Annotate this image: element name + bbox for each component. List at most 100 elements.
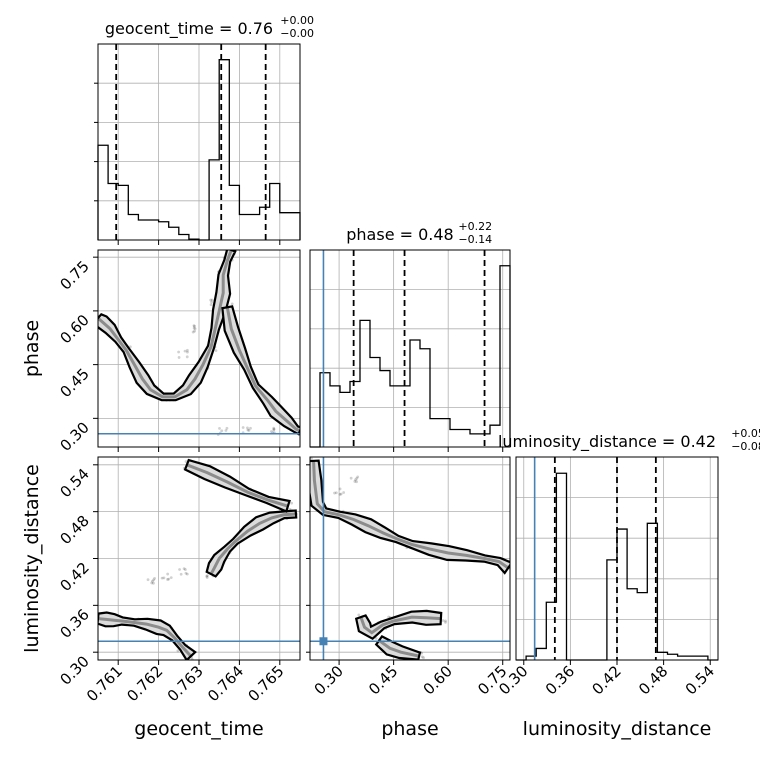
sample-dot (166, 578, 169, 581)
sample-dot (290, 501, 294, 505)
contour-line (183, 458, 291, 513)
sample-dot (146, 578, 150, 582)
sample-dot (224, 429, 228, 432)
sample-dot (249, 426, 252, 430)
sample-dot (226, 246, 229, 249)
contour-fill-inner (209, 512, 297, 575)
sample-dot (184, 571, 188, 575)
sample-dot (420, 655, 424, 659)
sample-dot (183, 568, 187, 571)
contour-fill-inner (359, 615, 441, 635)
tick-label-x-geocent_time: 0.765 (245, 662, 288, 705)
sample-dot (94, 615, 97, 618)
title-main: geocent_time = 0.76 (105, 19, 273, 39)
sample-dot (94, 314, 97, 317)
sample-dot (178, 568, 181, 571)
sample-dot (183, 349, 187, 353)
sample-dot (353, 480, 357, 483)
sample-dot (182, 567, 186, 571)
tick-label-x-luminosity_distance: 0.54 (682, 662, 718, 698)
sample-dot (92, 320, 95, 323)
tick-label-y-luminosity_distance: 0.36 (56, 605, 92, 641)
tick-label-x-luminosity_distance: 0.42 (588, 662, 624, 698)
contour-fill-inner (225, 307, 300, 433)
sample-dot (205, 576, 209, 579)
sample-dot (153, 576, 156, 580)
tick-label-y-luminosity_distance: 0.48 (56, 512, 92, 548)
sample-dot (210, 298, 214, 302)
axis-label-y-phase: phase (21, 320, 43, 377)
sample-dot (160, 576, 164, 580)
sample-dot (355, 480, 358, 484)
axis-label-y-luminosity_distance: luminosity_distance (21, 464, 43, 653)
grid-geocent_time-diag (98, 44, 300, 240)
sample-dot (150, 581, 154, 585)
title-plus-phase: +0.22 (458, 220, 492, 233)
sample-dot (206, 574, 209, 578)
tick-label-x-luminosity_distance: 0.48 (635, 662, 671, 698)
contour-line (98, 250, 237, 402)
sample-dot (185, 572, 189, 576)
sample-dot (218, 426, 221, 430)
title-main: luminosity_distance = 0.42 (498, 432, 716, 452)
axis-label-x-phase: phase (381, 718, 438, 740)
grid-phase-diag (310, 250, 510, 447)
sample-dot (210, 300, 213, 304)
sample-dot (193, 329, 196, 333)
tick-label-y-luminosity_distance: 0.42 (56, 559, 92, 595)
sample-dot (303, 426, 306, 429)
sample-dot (338, 492, 342, 496)
panel-title-luminosity_distance: luminosity_distance = 0.42 (498, 432, 716, 452)
sample-dot (92, 621, 95, 624)
sample-dot (205, 574, 209, 578)
contour-line (221, 305, 300, 436)
histogram-step-phase (310, 265, 511, 448)
title-main: phase = 0.48 (346, 225, 453, 244)
contour-line (374, 634, 422, 660)
sample-dot (339, 492, 343, 496)
tick-label-y-phase: 0.75 (56, 257, 92, 293)
sample-dot (230, 246, 233, 249)
tick-label-x-luminosity_distance: 0.36 (542, 662, 578, 698)
sample-dot (241, 426, 245, 429)
hist-panel-luminosity_distance (516, 457, 718, 661)
sample-dot (272, 426, 276, 430)
hist-panel-phase (310, 250, 511, 448)
sample-dot (302, 431, 305, 434)
contour-fill-inner (186, 463, 289, 508)
sample-dot (342, 491, 346, 494)
sample-dot (225, 426, 229, 430)
sample-dot (152, 581, 155, 585)
sample-dot (152, 578, 156, 582)
sample-dot (185, 348, 189, 352)
sample-dot (209, 303, 213, 307)
panel-title-geocent_time: geocent_time = 0.76 (105, 19, 273, 39)
sample-dot (272, 428, 276, 432)
tick-label-x-geocent_time: 0.761 (83, 662, 126, 705)
tick-label-x-phase: 0.30 (311, 662, 347, 698)
sample-dot (185, 355, 189, 359)
sample-dot (246, 428, 250, 432)
sample-dot (349, 476, 353, 480)
sample-dot (333, 491, 336, 495)
contour-fill-outer (98, 250, 236, 401)
sample-dot (177, 356, 181, 359)
tick-label-y-phase: 0.60 (56, 311, 92, 347)
sample-dot (301, 429, 304, 432)
sample-dot (176, 649, 180, 653)
sample-dot (193, 324, 196, 328)
panel-title-phase: phase = 0.48 (346, 225, 453, 244)
tick-label-y-phase: 0.45 (56, 365, 92, 401)
sample-dot (310, 457, 313, 460)
sample-dot (193, 327, 197, 331)
sample-dot (166, 572, 170, 576)
tick-label-x-phase: 0.60 (420, 662, 456, 698)
tick-label-x-geocent_time: 0.762 (123, 662, 166, 705)
title-plus-geocent_time: +0.00 (280, 14, 314, 27)
sample-dot (167, 577, 171, 581)
sample-dot (230, 302, 234, 306)
sample-dot (444, 619, 447, 623)
tick-label-y-phase: 0.30 (56, 418, 92, 454)
tick-label-y-luminosity_distance: 0.30 (56, 652, 92, 688)
